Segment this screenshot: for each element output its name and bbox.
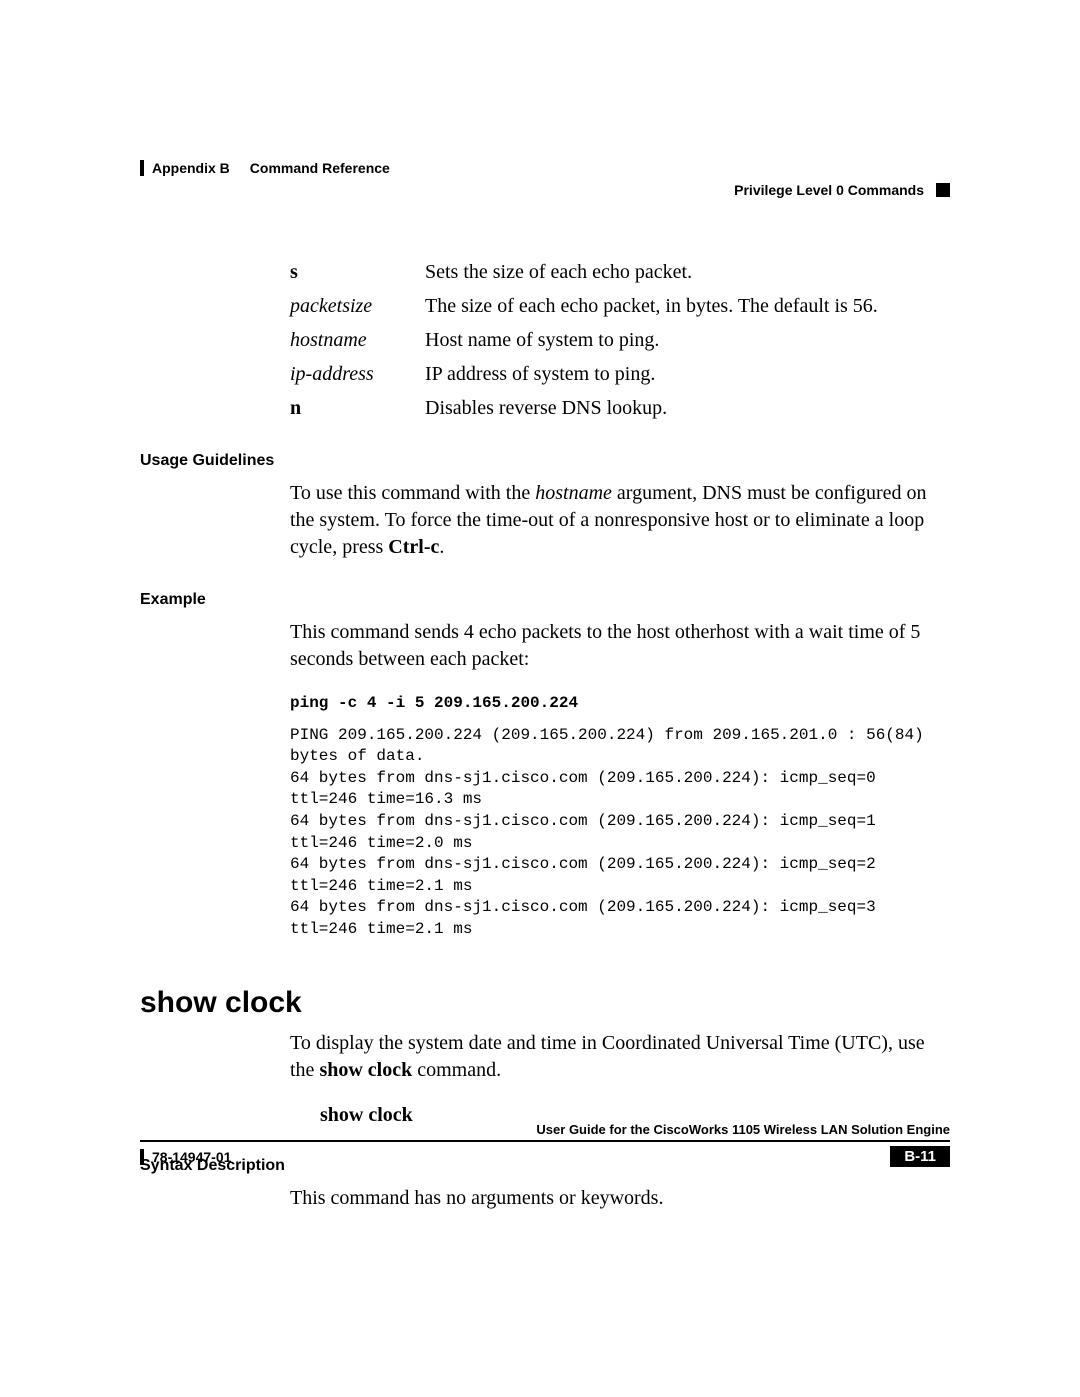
chapter-label: Command Reference — [250, 160, 390, 176]
example-heading: Example — [140, 591, 290, 609]
param-key: ip-address — [290, 360, 425, 388]
param-key: hostname — [290, 326, 425, 354]
param-desc: The size of each echo packet, in bytes. … — [425, 292, 878, 320]
show-clock-heading: show clock — [140, 986, 950, 1020]
param-key: s — [290, 258, 425, 286]
syntax-description-body: This command has no arguments or keyword… — [290, 1185, 950, 1212]
footer-doc-title: User Guide for the CiscoWorks 1105 Wirel… — [140, 1122, 950, 1142]
page-footer: User Guide for the CiscoWorks 1105 Wirel… — [140, 1122, 950, 1167]
param-desc: Sets the size of each echo packet. — [425, 258, 692, 286]
usage-guidelines-heading: Usage Guidelines — [140, 452, 290, 470]
header-bar-icon — [140, 160, 144, 176]
page-number-badge: B-11 — [890, 1146, 950, 1167]
example-command: ping -c 4 -i 5 209.165.200.224 — [290, 693, 950, 715]
section-marker-icon — [936, 183, 950, 197]
footer-bar-icon — [140, 1149, 144, 1165]
param-row: packetsizeThe size of each echo packet, … — [290, 292, 950, 320]
param-row: ip-addressIP address of system to ping. — [290, 360, 950, 388]
param-desc: Disables reverse DNS lookup. — [425, 394, 667, 422]
footer-docnum: 78-14947-01 — [152, 1149, 231, 1165]
param-key: packetsize — [290, 292, 425, 320]
param-row: sSets the size of each echo packet. — [290, 258, 950, 286]
example-intro: This command sends 4 echo packets to the… — [290, 619, 950, 673]
show-clock-body: To display the system date and time in C… — [290, 1030, 950, 1084]
appendix-label: Appendix B — [152, 160, 230, 176]
header-breadcrumb: Appendix B Command Reference — [140, 160, 950, 176]
param-row: hostnameHost name of system to ping. — [290, 326, 950, 354]
section-label: Privilege Level 0 Commands — [734, 182, 924, 198]
param-row: nDisables reverse DNS lookup. — [290, 394, 950, 422]
parameter-table: sSets the size of each echo packet.packe… — [290, 258, 950, 422]
param-desc: Host name of system to ping. — [425, 326, 659, 354]
param-desc: IP address of system to ping. — [425, 360, 655, 388]
usage-guidelines-body: To use this command with the hostname ar… — [290, 480, 950, 561]
param-key: n — [290, 394, 425, 422]
example-output: PING 209.165.200.224 (209.165.200.224) f… — [290, 725, 950, 941]
